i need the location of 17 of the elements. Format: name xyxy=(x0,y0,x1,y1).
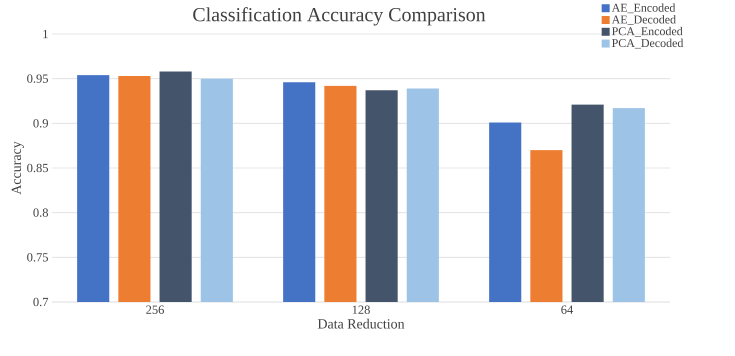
y-tick-label: 1 xyxy=(43,30,48,38)
x-tick-label: 64 xyxy=(561,306,574,314)
legend-label: AE_Encoded xyxy=(612,3,676,14)
legend-label: AE_Decoded xyxy=(612,15,676,25)
y-tick-label: 0.9 xyxy=(33,119,48,128)
y-tick-label: 0.75 xyxy=(27,253,48,262)
x-tick-label: 256 xyxy=(146,306,164,314)
x-tick-label: 128 xyxy=(352,306,370,314)
x-axis-title: Data Reduction xyxy=(318,318,404,329)
legend-label: PCA_Decoded xyxy=(612,38,684,49)
y-tick-label: 0.8 xyxy=(33,208,48,217)
y-tick-label: 0.85 xyxy=(27,164,48,172)
legend-label: PCA_Encoded xyxy=(612,26,683,37)
y-tick-label: 0.7 xyxy=(33,298,48,306)
chart-title: Classification Accuracy Comparison xyxy=(193,7,486,26)
y-axis-title: Accuracy xyxy=(12,141,24,195)
y-tick-label: 0.95 xyxy=(27,74,48,83)
